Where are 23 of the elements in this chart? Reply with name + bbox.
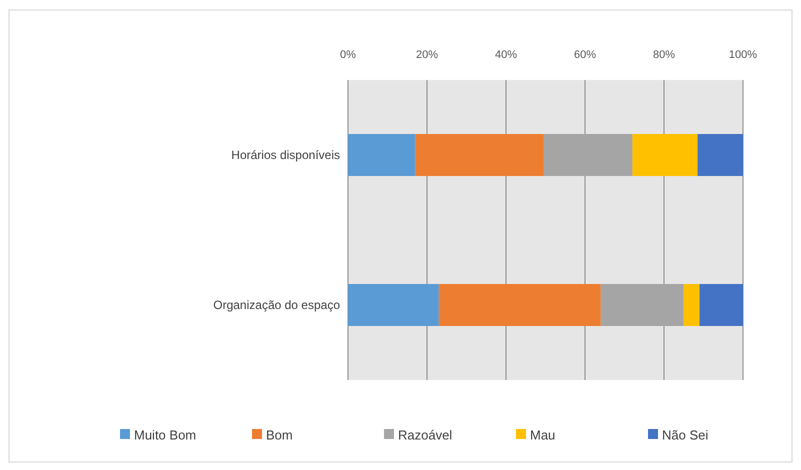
bar	[438, 284, 601, 326]
x-tick-label: 0%	[340, 49, 356, 61]
y-tick-label: Organização do espaço	[213, 298, 340, 312]
x-tick-label: 80%	[652, 49, 676, 61]
x-tick-label: 20%	[416, 49, 438, 61]
x-tick-label: 60%	[574, 49, 596, 61]
legend-label: Muito Bom	[134, 428, 196, 443]
x-tick-label: 100%	[728, 49, 758, 61]
x-tick-label: 40%	[494, 49, 518, 61]
y-tick-label: Horários disponíveis	[231, 148, 340, 162]
legend-label: Razoável	[398, 428, 452, 443]
legend-label: Não Sei	[662, 428, 708, 443]
bar	[684, 284, 700, 326]
bar	[700, 284, 743, 326]
legend-label: Bom	[266, 428, 293, 443]
bar	[600, 284, 684, 326]
bar	[698, 134, 743, 176]
bar	[632, 134, 698, 176]
bar	[348, 284, 439, 326]
bar	[348, 134, 416, 176]
bar	[415, 134, 544, 176]
bar	[544, 134, 632, 176]
legend-label: Mau	[530, 428, 556, 443]
